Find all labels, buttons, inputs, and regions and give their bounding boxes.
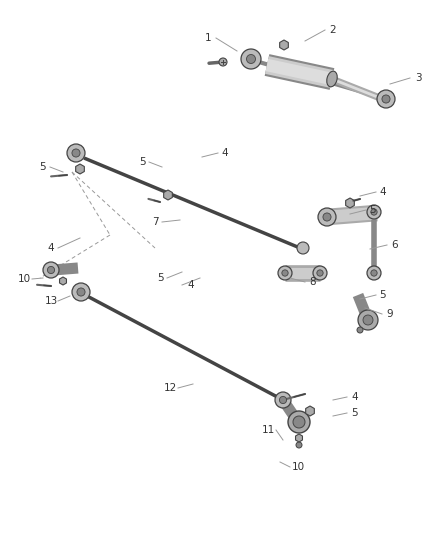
Circle shape (278, 266, 292, 280)
Text: 6: 6 (392, 240, 398, 250)
Text: 5: 5 (380, 290, 386, 300)
Circle shape (358, 310, 378, 330)
Circle shape (67, 144, 85, 162)
Circle shape (241, 49, 261, 69)
Text: 4: 4 (48, 243, 54, 253)
Circle shape (282, 270, 288, 276)
Circle shape (296, 442, 302, 448)
Text: 4: 4 (222, 148, 228, 158)
Circle shape (317, 270, 323, 276)
Text: 4: 4 (352, 392, 358, 402)
Circle shape (371, 209, 377, 215)
Text: 4: 4 (380, 187, 386, 197)
Circle shape (247, 54, 255, 63)
Circle shape (363, 315, 373, 325)
Text: 12: 12 (163, 383, 177, 393)
Circle shape (323, 213, 331, 221)
Circle shape (77, 288, 85, 296)
Text: 10: 10 (18, 274, 31, 284)
Text: 9: 9 (387, 309, 393, 319)
Circle shape (313, 266, 327, 280)
Text: 13: 13 (44, 296, 58, 306)
Text: 2: 2 (330, 25, 336, 35)
Polygon shape (60, 277, 67, 285)
Circle shape (367, 266, 381, 280)
Polygon shape (164, 190, 172, 200)
Text: 4: 4 (188, 280, 194, 290)
Text: 7: 7 (152, 217, 158, 227)
Text: 11: 11 (261, 425, 275, 435)
Circle shape (288, 411, 310, 433)
Text: 5: 5 (139, 157, 145, 167)
Polygon shape (306, 406, 314, 416)
Circle shape (279, 397, 286, 403)
Text: 8: 8 (310, 277, 316, 287)
Ellipse shape (327, 71, 337, 87)
Circle shape (43, 262, 59, 278)
Text: 5: 5 (157, 273, 163, 283)
Text: 5: 5 (40, 162, 46, 172)
Text: 3: 3 (415, 73, 421, 83)
Circle shape (297, 242, 309, 254)
Circle shape (371, 270, 377, 276)
Circle shape (318, 208, 336, 226)
Circle shape (219, 58, 227, 66)
Circle shape (377, 90, 395, 108)
Text: 1: 1 (205, 33, 211, 43)
Polygon shape (346, 198, 354, 208)
Text: 5: 5 (352, 408, 358, 418)
Circle shape (367, 205, 381, 219)
Text: 5: 5 (370, 205, 376, 215)
Circle shape (72, 149, 80, 157)
Polygon shape (76, 164, 85, 174)
Polygon shape (296, 434, 303, 442)
Circle shape (47, 266, 55, 273)
Circle shape (72, 283, 90, 301)
Circle shape (293, 416, 305, 428)
Polygon shape (280, 40, 288, 50)
Text: 10: 10 (291, 462, 304, 472)
Circle shape (382, 95, 390, 103)
Circle shape (357, 327, 363, 333)
Circle shape (275, 392, 291, 408)
